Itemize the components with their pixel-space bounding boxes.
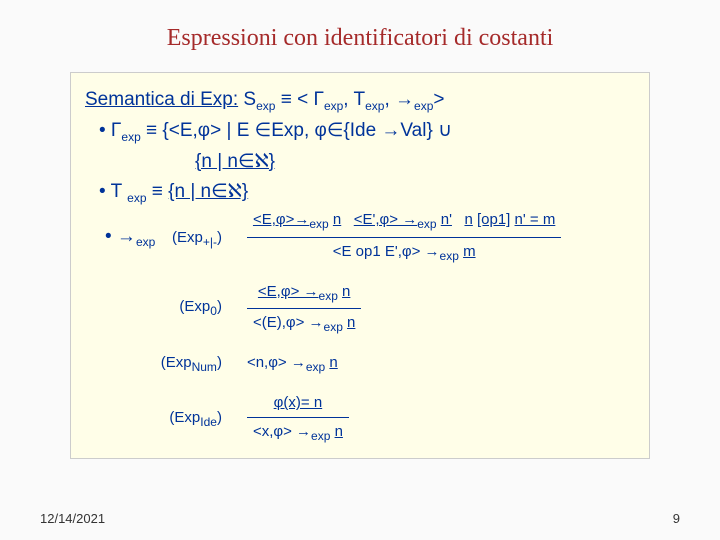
rules-table: • →exp (Exp+|-) <E,φ>→exp n <E',φ> →exp … — [105, 208, 561, 446]
rule-row-3: (ExpNum) <n,φ> →exp n — [105, 351, 561, 377]
content-box: Semantica di Exp: Sexp ≡ < Γexp, Texp, →… — [70, 72, 650, 459]
rule3-body-cell: <n,φ> →exp n — [247, 351, 561, 377]
rule1-label-sub: +|- — [203, 235, 217, 249]
rule-row-4: (ExpIde) φ(x)= n <x,φ> →exp n — [105, 391, 561, 446]
rule2-bot: <(E),φ> →exp n — [247, 309, 361, 337]
rule4-body-cell: φ(x)= n <x,φ> →exp n — [247, 391, 561, 446]
rule3-label-cell: (ExpNum) — [105, 351, 247, 377]
rule4-top: φ(x)= n — [247, 391, 349, 418]
slide-title: Espressioni con identificatori di costan… — [40, 25, 680, 52]
rule1-fraction: <E,φ>→exp n <E',φ> →exp n' n [op1] n' = … — [247, 208, 561, 265]
bullet2-body: {n | n∈ℵ} — [168, 181, 248, 202]
rule3-label-sub: Num — [192, 360, 217, 374]
bullet-1: • Γexp ≡ {<E,φ> | E ∈Exp, φ∈{Ide →Val} ∪ — [85, 116, 635, 147]
footer-page-number: 9 — [673, 511, 680, 526]
header-sub2: exp — [324, 99, 343, 113]
header-mid: , T — [343, 89, 365, 110]
header-rest: S — [238, 89, 256, 110]
header-prefix: Semantica di Exp: — [85, 89, 238, 110]
rule3-body: <n,φ> →exp n — [247, 354, 338, 371]
bullet1-pre: • Γ — [99, 120, 121, 141]
slide: Espressioni con identificatori di costan… — [0, 0, 720, 540]
rule2-fraction: <E,φ> →exp n <(E),φ> →exp n — [247, 280, 361, 337]
bullet2-body-pre: ≡ — [147, 181, 169, 202]
rule2-label-post: ) — [217, 298, 222, 315]
bullet-2: • T exp ≡ {n | n∈ℵ} — [85, 177, 635, 208]
rule4-label-cell: (ExpIde) — [105, 391, 247, 446]
rule1-label-cell: • →exp (Exp+|-) — [105, 208, 247, 265]
rule2-label-sub: 0 — [210, 304, 217, 318]
rule1-top: <E,φ>→exp n <E',φ> →exp n' n [op1] n' = … — [247, 208, 561, 237]
bullet1-sub: exp — [121, 130, 140, 144]
rule4-bot: <x,φ> →exp n — [247, 418, 349, 446]
footer-date: 12/14/2021 — [40, 511, 105, 526]
rule4-label-post: ) — [217, 409, 222, 426]
rule4-label-sub: Ide — [200, 415, 217, 429]
rule2-top: <E,φ> →exp n — [247, 280, 361, 309]
header-mid2: , → — [384, 89, 414, 110]
header-sub4: exp — [414, 99, 433, 113]
bullet2-pre: • T — [99, 181, 127, 202]
arrow-pre: • → — [105, 226, 136, 247]
rule3-label-post: ) — [217, 354, 222, 371]
arrow-sub: exp — [136, 235, 155, 249]
rule3-label-pre: (Exp — [161, 354, 192, 371]
rule-row-1: • →exp (Exp+|-) <E,φ>→exp n <E',φ> →exp … — [105, 208, 561, 265]
header-end: > — [433, 89, 444, 110]
header-sub3: exp — [365, 99, 384, 113]
rule2-body-cell: <E,φ> →exp n <(E),φ> →exp n — [247, 280, 561, 337]
rule4-fraction: φ(x)= n <x,φ> →exp n — [247, 391, 349, 446]
bullet2-sub: exp — [127, 191, 146, 205]
rule1-label-pre: (Exp — [172, 229, 203, 246]
header-def: ≡ < Γ — [275, 89, 323, 110]
rule1-bot: <E op1 E',φ> →exp m — [247, 238, 561, 266]
header-sub1: exp — [256, 99, 275, 113]
rule2-label-pre: (Exp — [179, 298, 210, 315]
bullet1-line2-text: {n | n∈ℵ} — [195, 151, 275, 172]
bullet1-body: ≡ {<E,φ> | E ∈Exp, φ∈{Ide →Val} ∪ — [141, 120, 452, 141]
semantics-header: Semantica di Exp: Sexp ≡ < Γexp, Texp, →… — [85, 85, 635, 116]
rule2-label-cell: (Exp0) — [105, 280, 247, 337]
rule4-label-pre: (Exp — [169, 409, 200, 426]
bullet-1-line2: {n | n∈ℵ} — [85, 147, 635, 177]
rule-row-2: (Exp0) <E,φ> →exp n <(E),φ> →exp n — [105, 280, 561, 337]
rule1-label-post: ) — [217, 229, 222, 246]
rule1-body-cell: <E,φ>→exp n <E',φ> →exp n' n [op1] n' = … — [247, 208, 561, 265]
